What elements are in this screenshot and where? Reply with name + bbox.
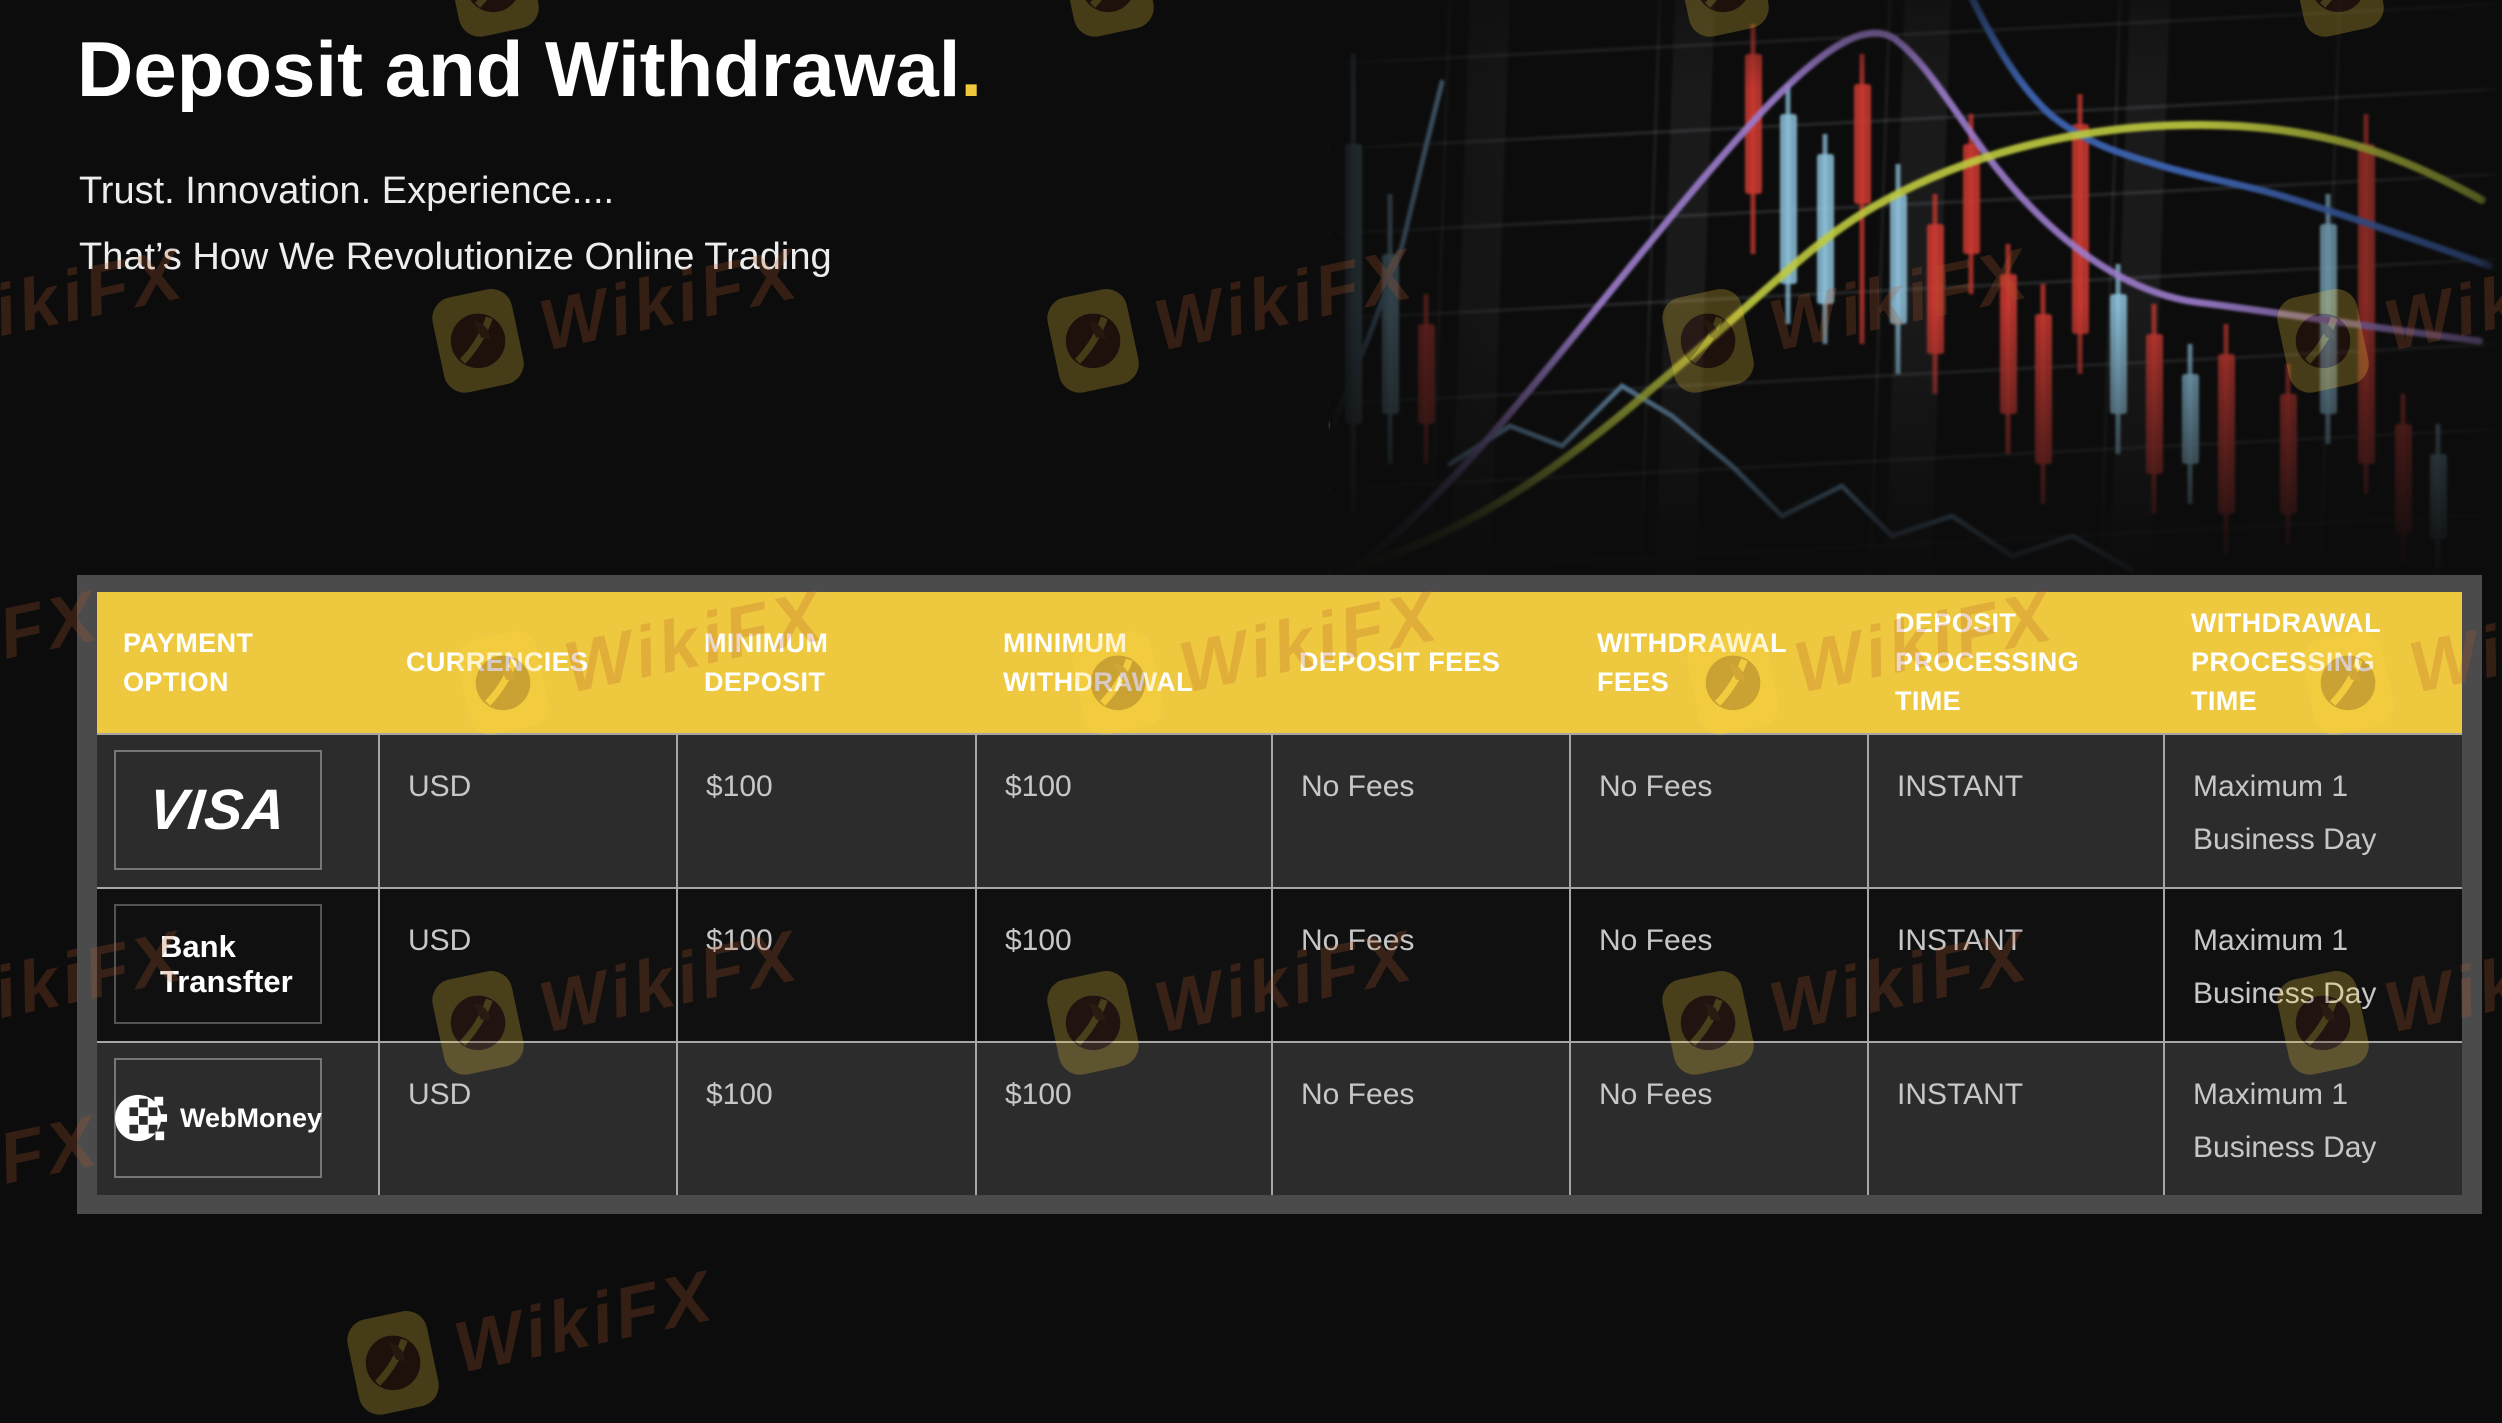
bank-transfer-line-1: Bank	[160, 929, 236, 964]
cell-currencies: USD	[380, 735, 678, 887]
column-header-withdrawal-processing-time: WITHDRAWAL PROCESSING TIME	[2191, 608, 2381, 716]
cell-payment-option: Bank Transfter	[97, 889, 380, 1041]
cell-minimum-withdrawal: $100	[977, 735, 1273, 887]
cell-deposit-processing-time: INSTANT	[1869, 735, 2165, 887]
cell-withdrawal-fees: No Fees	[1571, 735, 1869, 887]
candlestick-chart-svg	[1329, 0, 2502, 591]
watermark-brand-text: WikiFX	[547, 0, 822, 12]
column-header-deposit-processing-time: DEPOSIT PROCESSING TIME	[1895, 608, 2080, 716]
cell-deposit-processing-time: INSTANT	[1869, 1043, 2165, 1195]
wikifx-eagle-logo-icon	[1062, 0, 1154, 37]
bank-transfer-line-2: Transfter	[160, 964, 293, 999]
visa-wordmark: VISA	[146, 777, 290, 842]
subtitle-line-2: That’s How We Revolutionize Online Tradi…	[79, 236, 832, 278]
column-header-minimum-deposit: MINIMUM DEPOSIT	[704, 627, 829, 697]
deposit-withdrawal-table-card: PAYMENT OPTION CURRENCIES MINIMUM DEPOSI…	[77, 575, 2482, 1214]
cell-currencies: USD	[380, 889, 678, 1041]
webmoney-lockup: WebMoney	[114, 1091, 322, 1145]
column-header-withdrawal-fees: WITHDRAWAL FEES	[1597, 627, 1787, 697]
cell-deposit-processing-time: INSTANT	[1869, 889, 2165, 1041]
cell-payment-option: WebMoney	[97, 1043, 380, 1195]
cell-withdrawal-processing-time: Maximum 1 Business Day	[2193, 770, 2377, 856]
watermark-brand-text: WikiFX	[447, 1255, 722, 1389]
webmoney-wordmark: WebMoney	[180, 1102, 323, 1133]
wikifx-watermark: WikiFX	[339, 1244, 724, 1423]
cell-deposit-fees: No Fees	[1273, 889, 1571, 1041]
page-title-text: Deposit and Withdrawal	[77, 25, 961, 113]
bank-transfer-logo: Bank Transfter	[114, 904, 322, 1024]
cell-minimum-deposit: $100	[678, 889, 977, 1041]
cell-withdrawal-fees: No Fees	[1571, 889, 1869, 1041]
column-header-minimum-withdrawal: MINIMUM WITHDRAWAL	[1003, 627, 1193, 697]
table-row-webmoney: WebMoney USD $100 $100 No Fees No Fees I…	[97, 1041, 2462, 1195]
page-title: Deposit and Withdrawal.	[77, 24, 982, 115]
webmoney-logo: WebMoney	[114, 1058, 322, 1178]
column-header-payment-option: PAYMENT OPTION	[123, 627, 254, 697]
cell-minimum-withdrawal: $100	[977, 1043, 1273, 1195]
table-row-bank-transfer: Bank Transfter USD $100 $100 No Fees No …	[97, 887, 2462, 1041]
column-header-deposit-fees: DEPOSIT FEES	[1299, 647, 1501, 677]
cell-minimum-deposit: $100	[678, 735, 977, 887]
candlestick-chart-image	[1329, 0, 2502, 595]
cell-currencies: USD	[380, 1043, 678, 1195]
subtitle-line-1: Trust. Innovation. Experience....	[79, 170, 615, 212]
cell-minimum-withdrawal: $100	[977, 889, 1273, 1041]
cell-deposit-fees: No Fees	[1273, 735, 1571, 887]
bank-transfer-wordmark: Bank Transfter	[116, 929, 320, 999]
table-row-visa: VISA USD $100 $100 No Fees No Fees INSTA…	[97, 733, 2462, 887]
wikifx-eagle-logo-icon	[1047, 289, 1139, 393]
cell-withdrawal-processing-time: Maximum 1 Business Day	[2193, 1078, 2377, 1164]
cell-deposit-fees: No Fees	[1273, 1043, 1571, 1195]
cell-withdrawal-fees: No Fees	[1571, 1043, 1869, 1195]
cell-withdrawal-processing-time: Maximum 1 Business Day	[2193, 924, 2377, 1010]
column-header-currencies: CURRENCIES	[406, 647, 589, 677]
wikifx-eagle-logo-icon	[347, 1311, 439, 1415]
table-header-row: PAYMENT OPTION CURRENCIES MINIMUM DEPOSI…	[97, 592, 2462, 733]
cell-payment-option: VISA	[97, 735, 380, 887]
cell-minimum-deposit: $100	[678, 1043, 977, 1195]
wikifx-eagle-logo-icon	[432, 289, 524, 393]
visa-logo: VISA	[114, 750, 322, 870]
background-candlestick-chart	[1329, 0, 2502, 591]
title-accent-dot: .	[960, 25, 983, 113]
webmoney-icon	[114, 1094, 168, 1142]
